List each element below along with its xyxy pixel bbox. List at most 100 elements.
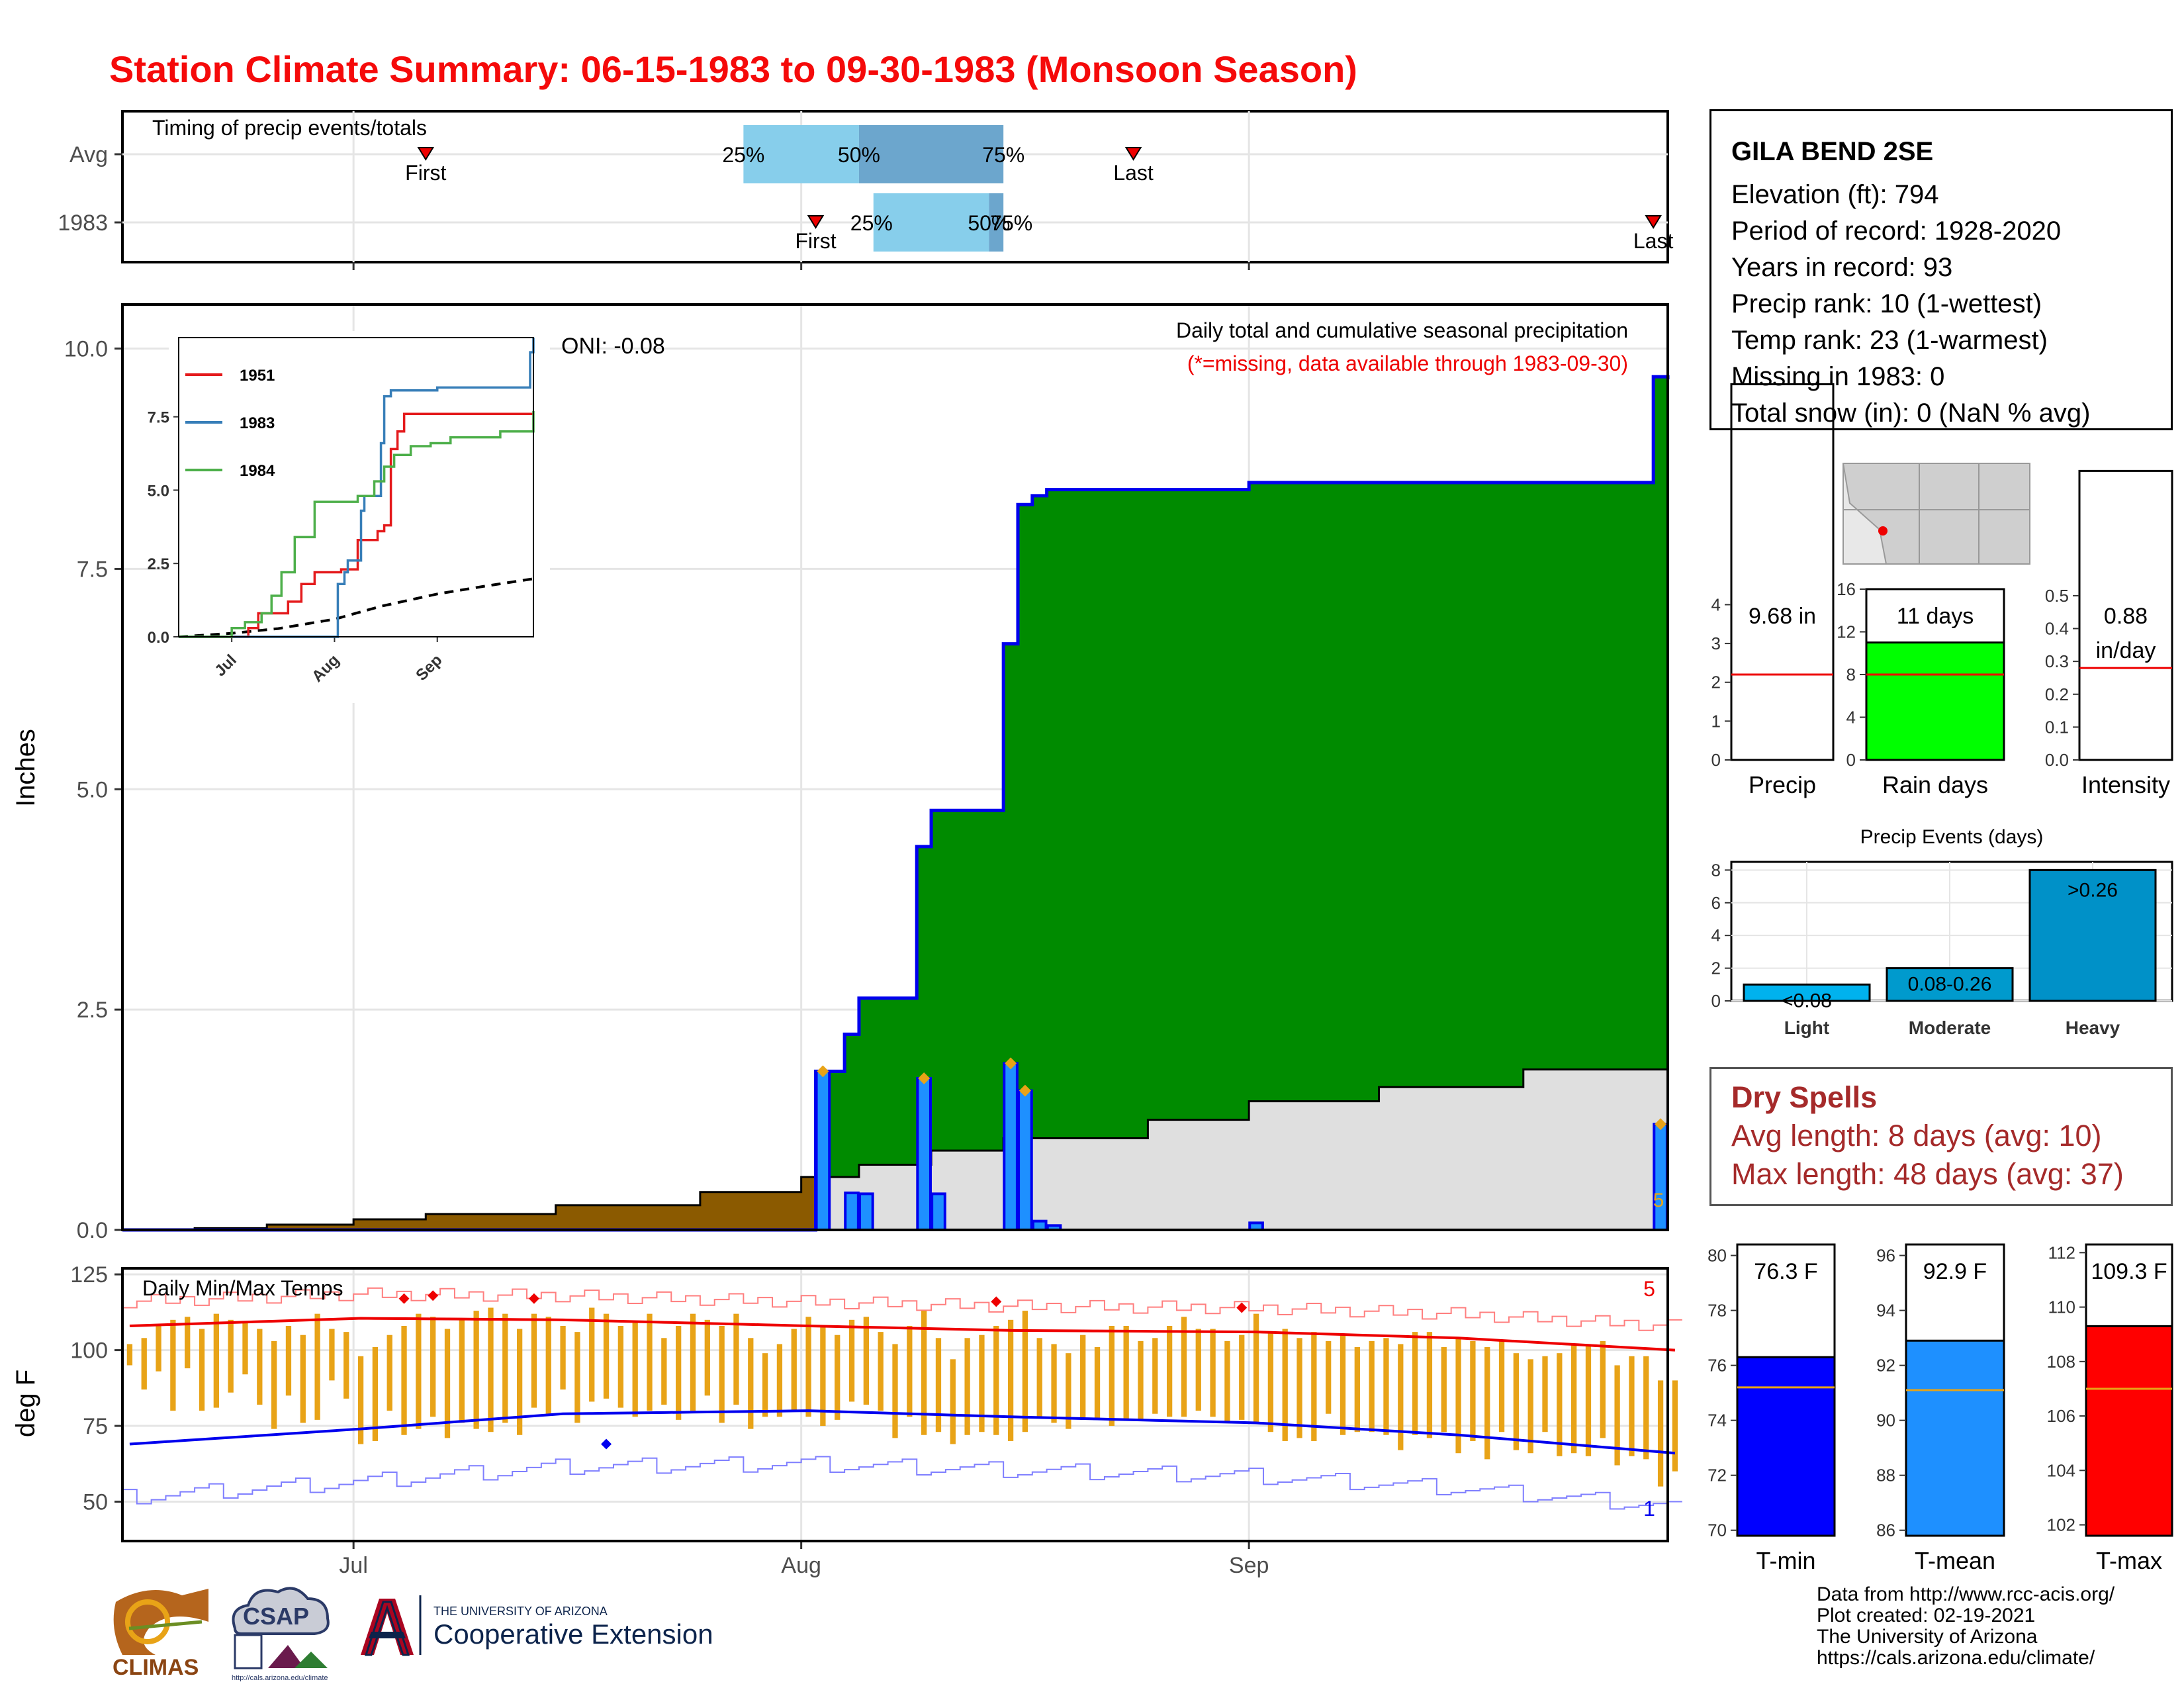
temp-daily-range-bar <box>935 1338 942 1432</box>
temp-record-max-marker <box>991 1296 1002 1307</box>
temp-daily-range-bar <box>1022 1311 1028 1432</box>
inset-legend-label: 1984 <box>240 462 275 480</box>
precip-daily-bar <box>844 1192 860 1231</box>
temp-daily-range-bar <box>589 1307 595 1402</box>
temp-record-min-count: 1 <box>1643 1497 1655 1521</box>
temp-mean-1-ytick-label: 96 <box>1876 1246 1895 1266</box>
temp-daily-range-bar <box>835 1335 841 1420</box>
temp-daily-range-bar <box>1138 1340 1144 1420</box>
precip-events-ytick-label: 8 <box>1711 860 1721 880</box>
dry-spells-avg: Avg length: 8 days (avg: 10) <box>1731 1119 2102 1152</box>
precip-events-bar-label: 0.08-0.26 <box>1908 974 1992 996</box>
precip-panel: 0.0 2.5 5.0 7.5 10.0 5 Daily total and cumulat… <box>11 303 1670 1243</box>
temp-daily-range-bar <box>401 1325 407 1435</box>
timing-title: Timing of precip events/totals <box>152 116 427 140</box>
temp-daily-range-bar <box>1542 1356 1548 1432</box>
temp-daily-range-bar <box>242 1323 248 1375</box>
temp-daily-range-bar <box>733 1313 739 1405</box>
precip-total-1-value-label: 11 days <box>1897 604 1974 629</box>
precip-total-2-value-label: 0.88 <box>2104 604 2148 629</box>
precip-total-0-ytick-label: 0 <box>1711 750 1721 770</box>
precip-ytick-label: 0.0 <box>77 1218 108 1243</box>
timing-row-label: Avg <box>69 142 108 167</box>
temp-daily-range-bar <box>892 1344 898 1438</box>
temp-mean-0-value-label: 76.3 F <box>1754 1259 1817 1284</box>
temp-daily-range-bar <box>1383 1338 1389 1435</box>
precip-total-0-ytick-label: 3 <box>1711 633 1721 653</box>
temp-daily-range-bar <box>1614 1365 1620 1466</box>
precip-total-1-name-label: Rain days <box>1882 771 1988 798</box>
timing-last-label: Last <box>1113 161 1154 185</box>
station-snow: Total snow (in): 0 (NaN % avg) <box>1731 399 2091 428</box>
temp-daily-range-bar <box>1094 1347 1101 1420</box>
temp-panel: Jul Aug Sep 50 75 100 125 5 1 Daily Min/Max Temps… <box>11 1262 1682 1578</box>
precip-daily-marker <box>1005 1057 1017 1070</box>
station-location-dot <box>1878 526 1888 536</box>
temp-daily-range-bar <box>805 1317 811 1417</box>
precip-daily-bar <box>815 1070 831 1232</box>
temp-daily-range-bar <box>820 1325 826 1427</box>
timing-iqr-high <box>989 193 1004 252</box>
temp-mean-2-ytick-label: 110 <box>2048 1297 2075 1317</box>
temp-daily-range-bar <box>1657 1380 1664 1487</box>
precip-events-ytick-label: 2 <box>1711 959 1721 978</box>
temp-mean-2-ytick-label: 112 <box>2048 1243 2075 1262</box>
precip-events-panel: Precip Events (days) 0 2 4 6 8 <0.08 Light 0.08-… <box>1711 826 2173 1038</box>
precip-daily-bar <box>916 1076 932 1231</box>
temp-daily-range-bar <box>502 1313 508 1423</box>
temp-daily-range-bar <box>603 1313 610 1399</box>
temp-mean-0-ytick-label: 76 <box>1707 1356 1727 1376</box>
timing-p25-label: 25% <box>722 143 764 167</box>
precip-total-0-name-label: Precip <box>1749 771 1816 798</box>
temp-daily-range-bar <box>1195 1329 1201 1411</box>
station-precip-rank: Precip rank: 10 (1-wettest) <box>1731 289 2042 318</box>
temp-daily-range-bar <box>314 1313 320 1420</box>
station-missing: Missing in 1983: 0 <box>1731 362 1945 391</box>
temp-avg-min-line <box>129 1409 1676 1455</box>
timing-iqr-low <box>743 125 859 183</box>
timing-iqr-high <box>858 125 1004 183</box>
temp-daily-range-bar <box>647 1313 653 1411</box>
temp-daily-range-bar <box>1470 1340 1476 1441</box>
precip-total-2-bar <box>2078 469 2173 761</box>
temp-daily-range-bar <box>690 1313 696 1411</box>
station-period: Period of record: 1928-2020 <box>1731 216 2062 246</box>
temp-daily-range-bar <box>560 1325 566 1390</box>
precip-ylabel: Inches <box>11 729 40 807</box>
dry-spells-header: Dry Spells <box>1731 1080 1878 1114</box>
precip-cumulative-line <box>122 375 1670 1232</box>
map-ocean <box>1843 463 1888 565</box>
precip-daily-bar <box>1653 1123 1668 1231</box>
station-temp-rank: Temp rank: 23 (1-warmest) <box>1731 326 2048 355</box>
temp-daily-range-bar <box>878 1332 884 1411</box>
temp-daily-range-bar <box>791 1329 797 1411</box>
temp-daily-range-bar <box>1513 1353 1520 1450</box>
ua-logo-big-text: Cooperative Extension <box>433 1618 713 1650</box>
temp-daily-range-bar <box>863 1317 870 1405</box>
temp-daily-range-bar <box>1297 1338 1302 1438</box>
precip-end-marker: 5 <box>1653 1190 1664 1211</box>
temp-daily-range-bar <box>1080 1335 1086 1420</box>
timing-p75-label: 75% <box>990 211 1032 235</box>
temp-daily-range-bar <box>1600 1340 1606 1438</box>
precip-events-bar <box>1886 967 2014 1002</box>
temp-daily-range-bar <box>430 1317 436 1417</box>
timing-row-label: 1983 <box>58 211 108 236</box>
climas-logo-text: CLIMAS <box>113 1655 199 1680</box>
temp-daily-range-bar <box>156 1325 161 1372</box>
temp-daily-range-bar <box>1571 1344 1577 1454</box>
temp-daily-range-bar <box>285 1325 292 1396</box>
temp-daily-range-bar <box>357 1356 364 1444</box>
climas-logo: CLIMAS <box>113 1589 208 1680</box>
temp-daily-range-bar <box>300 1335 306 1423</box>
precip-subtitle: Daily total and cumulative seasonal prec… <box>1176 318 1628 342</box>
temp-daily-range-bar <box>676 1325 682 1420</box>
temp-mean-2-name-label: T-max <box>2096 1547 2162 1574</box>
precip-events-category-label: Heavy <box>2066 1017 2120 1038</box>
temp-record-max-marker <box>428 1290 439 1301</box>
temp-mean-1-ytick-label: 92 <box>1876 1356 1895 1376</box>
inset-series-line <box>179 410 535 638</box>
temp-daily-range-bar <box>950 1359 956 1444</box>
